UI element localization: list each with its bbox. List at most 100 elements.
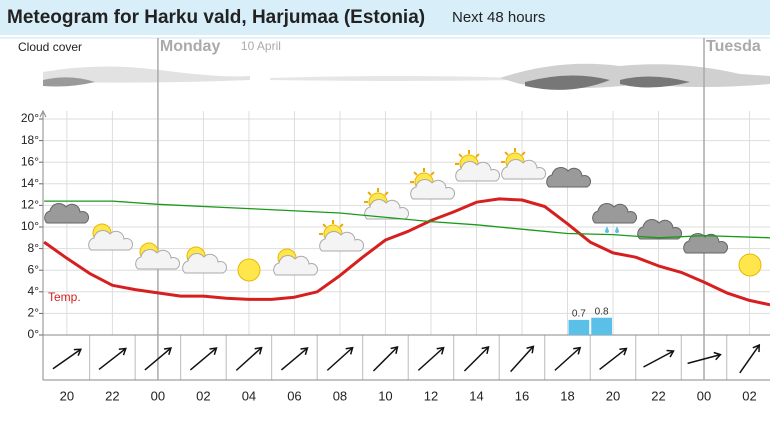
- sun-ray: [504, 151, 509, 156]
- wind-arrow: [144, 347, 173, 371]
- day-name: Monday: [160, 38, 221, 55]
- sun-ray: [367, 191, 372, 196]
- sun-ray: [521, 151, 526, 156]
- wind-arrow: [554, 346, 582, 371]
- wind-arrow: [599, 347, 628, 371]
- weather-icon: [738, 253, 762, 277]
- wind-shaft: [739, 344, 760, 374]
- sun-ray: [384, 191, 389, 196]
- y-tick-label: 16°: [21, 154, 39, 168]
- wind-shaft: [52, 348, 82, 370]
- sun-ray: [413, 171, 418, 176]
- wind-shaft: [599, 347, 627, 371]
- x-tick-label: 20: [606, 388, 620, 403]
- x-tick-label: 22: [651, 388, 665, 403]
- temperature-line: [43, 197, 770, 307]
- cloud-cover: [43, 63, 770, 90]
- x-tick-label: 00: [697, 388, 711, 403]
- day-date: 10 April: [241, 39, 281, 53]
- weather-icon: [637, 219, 683, 240]
- precipitation-label: 0.7: [572, 309, 586, 320]
- x-tick-label: 14: [469, 388, 483, 403]
- cloud: [182, 253, 228, 274]
- wind-arrow: [372, 345, 399, 372]
- wind-arrow: [189, 347, 218, 371]
- wind-head: [163, 347, 173, 355]
- weather-icon: [319, 220, 365, 252]
- weather-icon: [182, 246, 228, 274]
- precipitation-bar: [568, 319, 590, 335]
- wind-shaft: [144, 347, 172, 371]
- sun: [237, 258, 261, 282]
- wind-arrow: [739, 343, 761, 374]
- cloud: [273, 255, 319, 276]
- x-tick-label: 04: [242, 388, 256, 403]
- x-tick-label: 16: [515, 388, 529, 403]
- wind-shaft: [280, 347, 308, 371]
- wind-head: [390, 345, 399, 354]
- weather-icon: [135, 242, 181, 270]
- wind-shaft: [510, 345, 534, 373]
- wind-head: [526, 345, 535, 354]
- wind-arrow: [463, 345, 490, 372]
- title: Meteogram for Harku vald, Harjumaa (Esto…: [7, 7, 425, 28]
- weather-icon: [592, 203, 638, 233]
- weather-icon: [88, 223, 134, 251]
- header: [0, 0, 770, 35]
- cloud: [455, 161, 501, 182]
- x-tick-label: 22: [105, 388, 119, 403]
- cloud-band: [43, 77, 95, 87]
- weather-icon: [237, 258, 261, 282]
- wind-head: [300, 347, 309, 355]
- y-tick-label: 14°: [21, 176, 39, 190]
- wind-arrow: [98, 347, 127, 371]
- pressure-line: [44, 200, 770, 239]
- cloud-band: [525, 75, 690, 90]
- weather-icon: [44, 203, 90, 224]
- cloud: [44, 203, 90, 224]
- wind-shaft: [554, 347, 581, 371]
- x-tick-label: 20: [60, 388, 74, 403]
- wind-arrow: [326, 346, 354, 371]
- cloud: [364, 199, 410, 220]
- cloud-band: [270, 76, 520, 81]
- y-tick-label: 4°: [28, 284, 40, 298]
- x-tick-label: 08: [333, 388, 347, 403]
- precipitation-bar: [591, 317, 612, 335]
- wind-head: [73, 348, 82, 357]
- x-tick-label: 18: [560, 388, 574, 403]
- day-name: Tuesda: [706, 38, 761, 55]
- wind-head: [254, 346, 263, 355]
- wind-arrow: [280, 347, 309, 371]
- wind-head: [481, 345, 490, 354]
- wind-shaft: [372, 346, 399, 372]
- cloud: [410, 179, 456, 200]
- y-tick-label: 20°: [21, 111, 39, 125]
- weather-icon: [455, 150, 501, 182]
- cloud: [592, 203, 638, 224]
- wind-head: [752, 343, 761, 353]
- wind-head: [666, 349, 675, 358]
- cloud: [501, 159, 547, 180]
- weather-icon: [410, 168, 456, 200]
- wind-arrow: [687, 351, 722, 365]
- cloud: [319, 231, 365, 252]
- subtitle: Next 48 hours: [452, 9, 545, 26]
- x-tick-label: 02: [742, 388, 756, 403]
- wind-shaft: [98, 347, 127, 371]
- wind-head: [619, 347, 628, 356]
- y-tick-label: 2°: [28, 306, 40, 320]
- x-tick-label: 00: [151, 388, 165, 403]
- wind-shaft: [235, 347, 263, 371]
- wind-arrow: [235, 346, 263, 371]
- wind-arrow: [510, 345, 535, 373]
- y-tick-label: 8°: [28, 241, 40, 255]
- wind-shaft: [189, 347, 217, 371]
- cloud: [135, 249, 181, 270]
- wind-shaft: [687, 353, 721, 365]
- cloud-cover-label: Cloud cover: [18, 40, 82, 54]
- cloud: [546, 167, 592, 188]
- wind-arrow: [52, 348, 82, 370]
- wind-shaft: [326, 347, 354, 371]
